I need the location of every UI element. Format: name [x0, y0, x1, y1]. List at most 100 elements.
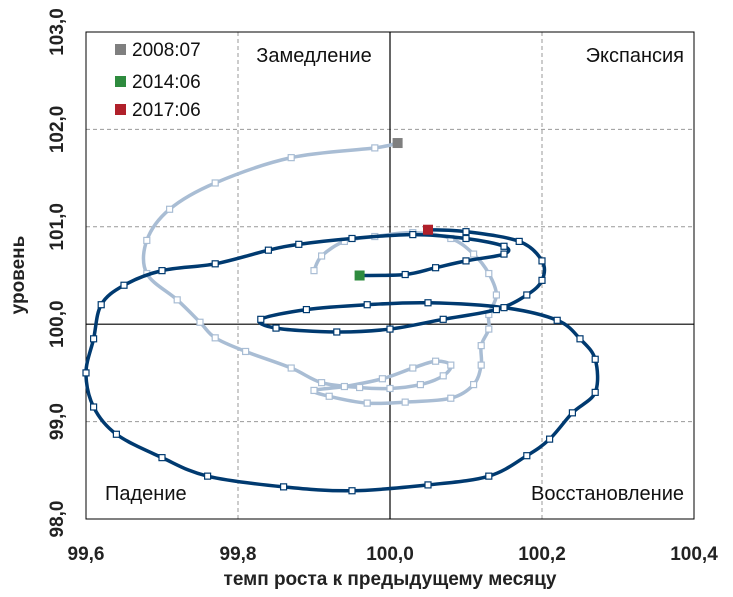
series-point — [576, 335, 584, 343]
series-point — [485, 269, 493, 278]
series-point — [363, 399, 371, 407]
series-1 — [82, 224, 600, 495]
series-point — [143, 236, 151, 245]
series-point — [356, 383, 364, 392]
series-point — [439, 315, 447, 323]
tick-labels: 99,6 99,8 100,0 100,2 100,4 98,0 99,0 100,0 101,… — [47, 8, 718, 565]
series-point — [287, 364, 295, 372]
series-point — [89, 335, 98, 343]
quadrant-label-padenie: Падение — [105, 483, 187, 505]
series-point — [310, 267, 318, 275]
series-point — [166, 205, 174, 213]
series-point — [325, 392, 333, 400]
series-point — [462, 228, 470, 236]
quadrant-labels: Замедление Экспансия Падение Восстановле… — [105, 45, 684, 505]
series-point — [386, 384, 394, 393]
series-point — [386, 325, 394, 333]
series-point — [272, 324, 280, 332]
y-axis-title: уровень — [8, 236, 29, 315]
series-point — [470, 380, 478, 389]
y-tick-label: 101,0 — [47, 203, 68, 251]
legend-label-2017: 2017:06 — [132, 100, 201, 121]
quadrant-label-zamedlenie: Замедление — [256, 45, 371, 67]
series-point — [242, 347, 250, 356]
series-point — [500, 304, 508, 312]
legend-swatch-2014 — [115, 76, 126, 87]
series-point — [432, 264, 440, 272]
series-point — [120, 281, 128, 289]
y-tick-label: 102,0 — [47, 106, 68, 154]
legend-swatch-2008 — [115, 44, 126, 55]
y-tick-label: 100,0 — [47, 300, 68, 348]
series-point — [401, 270, 409, 279]
series-point — [515, 237, 523, 246]
series-point — [424, 299, 432, 307]
series-point — [523, 291, 531, 299]
marker-2008:07 — [392, 138, 403, 149]
series-point — [470, 250, 478, 258]
legend: 2008:07 2014:06 2017:06 — [115, 40, 201, 121]
grid-lines — [85, 31, 695, 520]
series-point — [545, 435, 554, 443]
series-point — [204, 472, 212, 480]
x-tick-label: 100,2 — [518, 544, 566, 565]
series-line — [141, 141, 499, 406]
series-point — [538, 257, 546, 265]
plot-frame — [85, 31, 695, 520]
series-point — [492, 291, 500, 299]
series-point — [591, 355, 599, 363]
marker-2014:06 — [354, 270, 365, 281]
series-point — [173, 296, 181, 304]
y-tick-label: 99,0 — [47, 403, 68, 440]
x-tick-label: 99,6 — [68, 544, 105, 565]
series-point — [280, 483, 288, 491]
series-point — [492, 305, 500, 314]
quadrant-label-ekspansiya: Экспансия — [586, 45, 684, 67]
legend-label-2014: 2014:06 — [132, 72, 201, 93]
series-point — [424, 481, 432, 489]
series-point — [447, 361, 455, 369]
legend-swatch-2017 — [115, 104, 126, 115]
series-point — [378, 375, 386, 383]
series-point — [477, 361, 485, 369]
series-point — [318, 252, 326, 260]
series-point — [439, 372, 447, 380]
series-point — [409, 230, 417, 239]
series-point — [257, 315, 265, 323]
series-point — [158, 267, 166, 275]
series-point — [371, 144, 379, 152]
legend-label-2008: 2008:07 — [132, 40, 201, 61]
series-point — [318, 379, 326, 387]
series-point — [264, 246, 272, 254]
series-point — [211, 260, 219, 268]
series-point — [89, 403, 98, 411]
series-point — [363, 301, 371, 309]
marker-2017:06 — [423, 224, 433, 235]
series-point — [591, 388, 599, 396]
series-point — [348, 234, 356, 243]
x-axis-title: темп роста к предыдущему месяцу — [224, 569, 557, 590]
series-point — [553, 316, 561, 324]
x-tick-label: 100,4 — [670, 544, 718, 565]
series-point — [462, 234, 470, 243]
series-point — [409, 364, 417, 372]
series-lines — [82, 138, 600, 495]
series-point — [196, 318, 204, 326]
y-tick-label: 103,0 — [47, 8, 68, 56]
series-point — [310, 386, 318, 395]
x-tick-label: 99,8 — [220, 544, 257, 565]
series-point — [462, 257, 470, 265]
series-point — [211, 179, 219, 187]
series-point — [82, 369, 90, 377]
series-point — [333, 328, 341, 336]
series-point — [295, 240, 303, 248]
series-point — [447, 394, 455, 402]
series-point — [340, 382, 348, 391]
series-point — [485, 325, 493, 333]
series-point — [568, 409, 577, 417]
y-tick-label: 98,0 — [47, 501, 68, 538]
series-point — [302, 305, 310, 314]
series-point — [485, 472, 493, 480]
series-0 — [141, 138, 500, 407]
